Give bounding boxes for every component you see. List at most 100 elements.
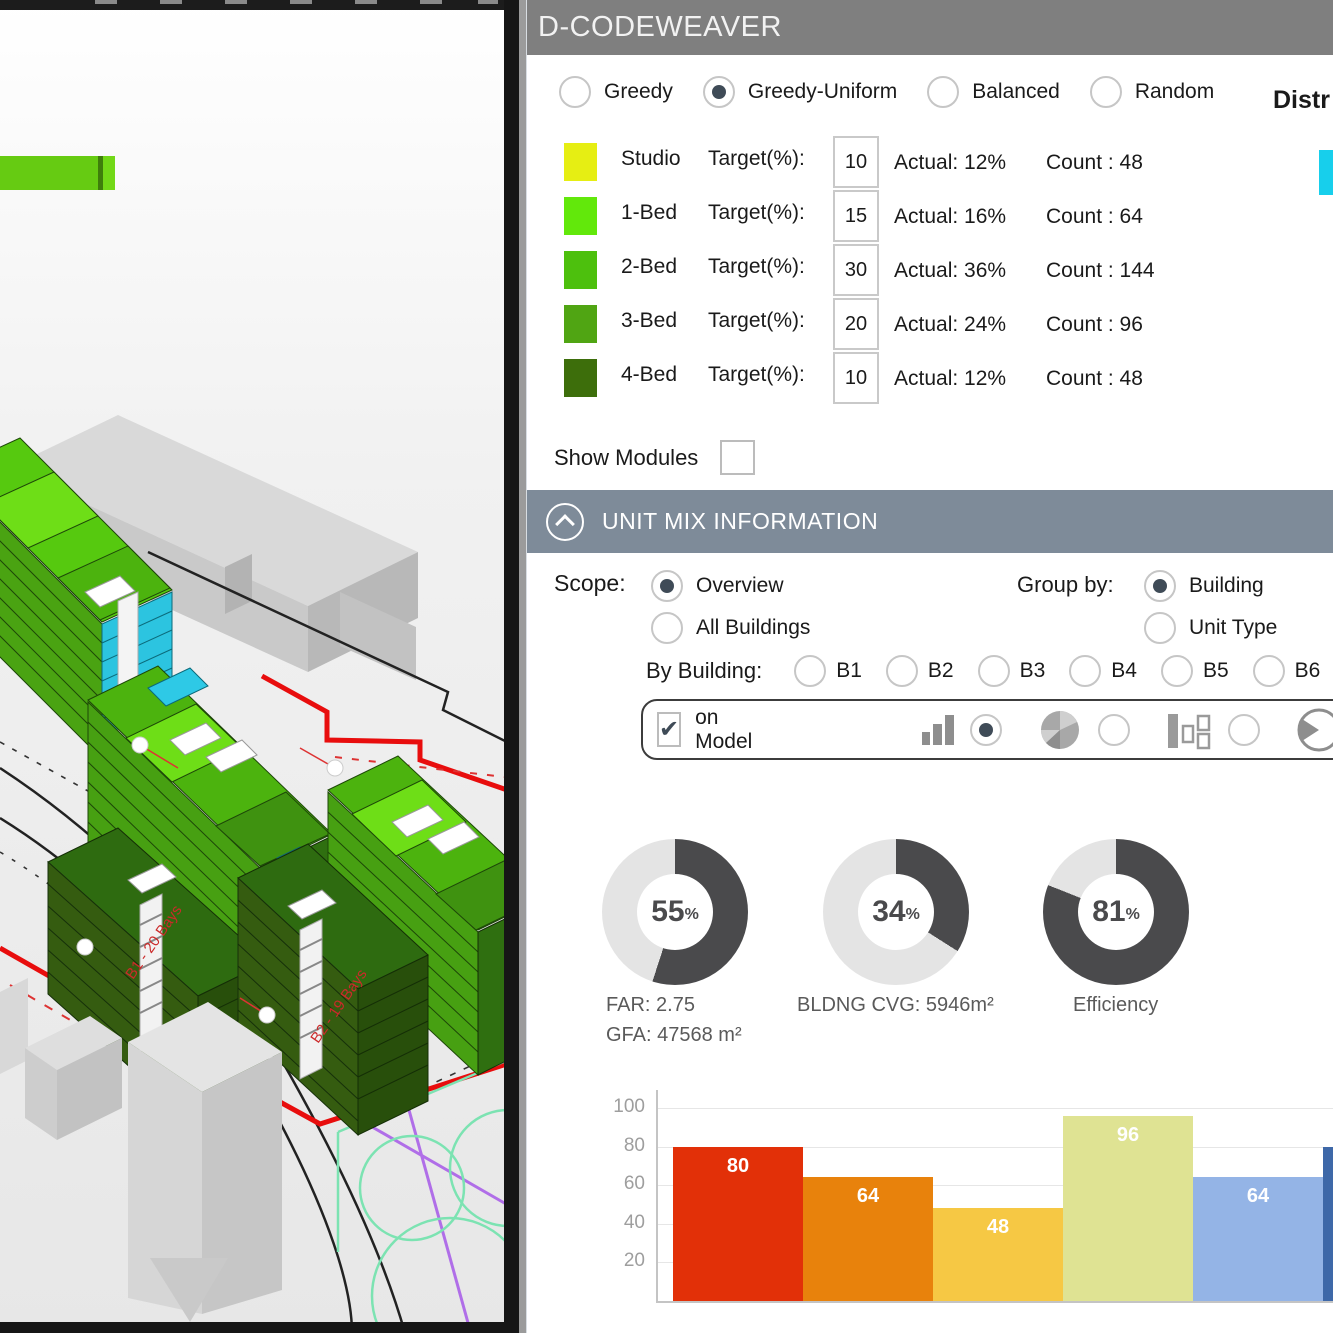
by-building-radio-b4[interactable]: B4 [1069,655,1137,687]
strategy-radio-balanced[interactable]: Balanced [927,76,1060,108]
on-model-label: on Model [695,705,753,753]
radio-label: B6 [1294,659,1321,682]
viewport-bottom-bar [0,1322,513,1333]
unit-color-swatch [564,305,597,343]
radio-label: Greedy [604,80,673,103]
by-building-radio-b5[interactable]: B5 [1160,655,1229,687]
actual-percent-text: Actual: 12% [894,367,1007,390]
radio-icon [1144,570,1176,602]
chart-option-pie-radio[interactable] [1098,713,1131,746]
radio-label: All Buildings [696,616,811,639]
by-building-radio-b1[interactable]: B1 [794,655,862,687]
y-tick-label: 80 [623,1134,645,1156]
gridline [656,1108,1333,1109]
kpi-donut: 34% [823,839,969,985]
kpi-value: 55% [651,895,699,928]
model-viewport-3d[interactable]: B1 - 20 Bays B2 - 19 Bays [0,0,513,1333]
section-title: UNIT MIX INFORMATION [602,508,879,534]
by-building-radio-b6[interactable]: B6 [1252,655,1321,687]
kpi-donut: 81% [1043,839,1189,985]
panel-title-bar[interactable]: D-CODEWEAVER [527,0,1333,55]
wedge-pie-icon [1296,707,1333,753]
unit-color-swatch [564,197,597,235]
bar-segment[interactable]: 96 [1063,1115,1193,1301]
unit-count-text: Count : 48 [1046,367,1143,390]
target-percent-input[interactable]: 20 [833,298,879,350]
radio-label: Building [1189,574,1264,597]
target-percent-input[interactable]: 15 [833,190,879,242]
window-frame-divider [504,0,519,1333]
radio-label: B3 [1019,659,1046,682]
actual-percent-text: Actual: 16% [894,205,1007,228]
panel-title: D-CODEWEAVER [538,11,782,43]
unit-count-bar-chart: 20 40 60 80 100 80 64 48 96 64 [527,1085,1333,1325]
radio-icon [1089,76,1122,108]
strategy-radio-greedy[interactable]: Greedy [559,76,673,108]
collapse-chevron-icon[interactable] [546,502,584,541]
bar-segment[interactable]: 64 [1193,1177,1323,1301]
actual-percent-text: Actual: 12% [894,151,1007,174]
distribution-heading: Distr [1273,86,1330,114]
group-by-radio-building[interactable]: Building [1144,570,1264,602]
context-building-tower [0,978,282,1322]
radio-icon [1144,612,1176,644]
radio-icon [794,655,827,687]
bar-segment[interactable]: 64 [803,1177,933,1301]
gridline [656,1185,1333,1187]
strategy-radio-random[interactable]: Random [1089,76,1214,108]
viewport-green-bar [0,156,115,190]
radio-label: Greedy-Uniform [747,80,898,103]
actual-percent-text: Actual: 36% [894,259,1007,282]
scope-radio-all-buildings[interactable]: All Buildings [651,612,810,644]
by-building-radio-group: By Building: B1 B2 B3 B4 B5 B6 [646,655,1320,687]
kpi-label: FAR: 2.75 GFA: 47568 m² [606,994,742,1046]
pie-chart-icon [1038,708,1082,752]
kpi-value: 81% [1092,895,1140,928]
bar-segment[interactable] [1323,1146,1333,1301]
unit-name-label: Studio [621,147,681,170]
target-percent-input[interactable]: 30 [833,244,879,296]
node-markers [76,736,344,1024]
unit-count-text: Count : 64 [1046,205,1143,228]
unit-count-text: Count : 48 [1046,151,1143,174]
viewport-canvas: B1 - 20 Bays B2 - 19 Bays [0,0,513,1333]
by-building-radio-b3[interactable]: B3 [977,655,1046,687]
x-axis-line [656,1301,1333,1303]
unit-count-text: Count : 96 [1046,313,1143,336]
radio-label: B5 [1202,659,1229,682]
bar-value-label: 64 [856,1185,880,1208]
y-tick-label: 60 [623,1173,645,1195]
target-percent-input[interactable]: 10 [833,352,879,404]
target-percent-input[interactable]: 10 [833,136,879,188]
unit-mix-row-2-bed: 2-Bed Target(%): 30 Actual: 36% Count : 144 [527,244,1333,301]
percent-sign: % [684,906,699,923]
on-model-checkbox[interactable]: ✔ [657,712,682,747]
dcodeweaver-panel: D-CODEWEAVER Greedy Greedy-Uniform Balance… [526,0,1333,1333]
panel-splitter[interactable] [519,0,526,1333]
scope-radio-overview[interactable]: Overview [651,570,784,602]
chart-option-bar-radio[interactable] [970,713,1003,746]
chart-option-columns-radio[interactable] [1228,713,1261,746]
group-by-radio-unit-type[interactable]: Unit Type [1144,612,1277,644]
unit-name-label: 4-Bed [621,363,678,386]
show-modules-row: Show Modules [554,440,756,475]
strategy-radio-greedy-uniform[interactable]: Greedy-Uniform [702,76,898,108]
scope-label: Scope: [554,570,626,596]
unit-color-swatch [564,251,597,289]
bar-segment[interactable]: 48 [933,1208,1063,1301]
show-modules-checkbox[interactable] [720,440,756,475]
target-label: Target(%): [708,201,805,224]
percent-sign: % [1125,906,1140,923]
gridline [656,1146,1333,1148]
bar-segment[interactable]: 80 [673,1146,803,1301]
unit-name-label: 3-Bed [621,309,678,332]
radio-label: B4 [1111,659,1137,682]
module-building-c [237,755,513,1137]
radio-icon [977,655,1010,687]
by-building-label: By Building: [646,658,763,683]
radio-label: Overview [696,574,784,597]
bar-value-label: 96 [1116,1123,1140,1146]
unit-count-text: Count : 144 [1046,259,1155,282]
by-building-radio-b2[interactable]: B2 [885,655,954,687]
radio-icon [651,570,683,602]
